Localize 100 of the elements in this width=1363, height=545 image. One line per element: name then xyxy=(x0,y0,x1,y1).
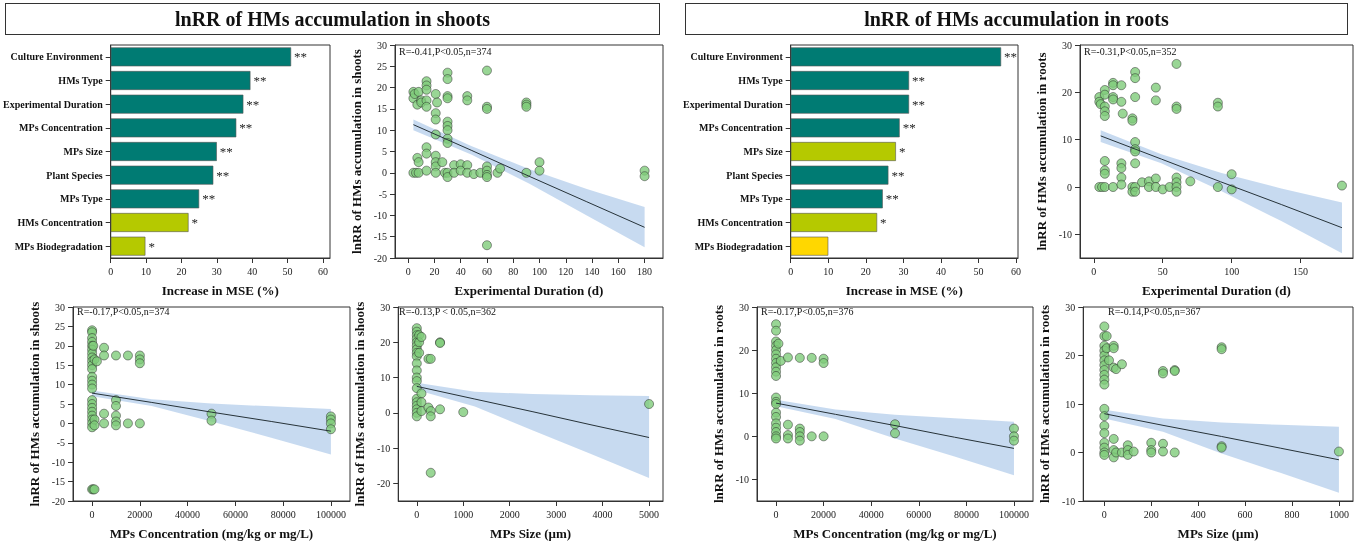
y-tick-label: 15 xyxy=(377,103,387,115)
annotation: R=-0.41,P<0.05,n=374 xyxy=(399,45,492,57)
x-tick-label: 20 xyxy=(429,265,440,277)
y-tick-label: 30 xyxy=(55,301,65,313)
x-tick-label: 1000 xyxy=(453,508,474,520)
data-label: ** xyxy=(912,73,926,88)
y-tick-label: 20 xyxy=(1065,350,1076,361)
data-label: ** xyxy=(239,120,253,136)
x-tick-label: 30 xyxy=(898,265,909,277)
y-tick-label: 0 xyxy=(1070,447,1076,458)
x-tick-label: 40 xyxy=(935,265,946,277)
x-tick-label: 50 xyxy=(973,265,984,277)
y-tick-label: MPs Type xyxy=(740,193,784,205)
data-label: * xyxy=(148,238,155,254)
x-tick-label: 3000 xyxy=(546,508,567,520)
x-tick-label: 10 xyxy=(823,265,834,277)
x-tick-label: 80000 xyxy=(953,508,979,520)
x-tick-label: 120 xyxy=(558,265,574,277)
y-tick-label: -10 xyxy=(376,442,391,454)
x-tick-label: 200 xyxy=(1143,508,1159,520)
data-label: ** xyxy=(1004,49,1018,65)
data-label: * xyxy=(880,215,887,230)
x-tick-label: 20000 xyxy=(811,508,837,520)
y-tick-label: MPs Type xyxy=(60,193,104,205)
x-axis-title: MPs Concentration (mg/kg or mg/L) xyxy=(109,526,314,541)
y-tick-label: -10 xyxy=(373,209,387,221)
x-tick-label: 100000 xyxy=(315,508,346,520)
annotation: R=-0.17,P<0.05,n=374 xyxy=(77,305,170,317)
y-tick-label: 20 xyxy=(380,336,391,348)
x-tick-label: 60000 xyxy=(222,508,248,520)
y-tick-label: HMs Concentration xyxy=(697,217,784,228)
chart-title: lnRR of HMs accumulation in shoots xyxy=(174,7,491,31)
y-axis-title: lnRR of HMs accumulation in shoots xyxy=(352,301,367,507)
data-label: ** xyxy=(885,191,899,207)
y-tick-label: -10 xyxy=(735,473,749,485)
y-tick-label: 0 xyxy=(385,407,391,419)
y-tick-label: 0 xyxy=(382,167,387,179)
x-tick-label: 20 xyxy=(860,265,871,277)
y-tick-label: MPs Concentration xyxy=(699,122,784,134)
x-tick-label: 180 xyxy=(637,265,653,277)
x-tick-label: 20000 xyxy=(127,508,153,520)
x-tick-label: 5000 xyxy=(639,508,660,520)
x-tick-label: 50 xyxy=(1157,265,1168,277)
x-tick-label: 0 xyxy=(89,508,95,520)
y-tick-label: Experimental Duration xyxy=(3,98,104,110)
x-tick-label: 50 xyxy=(282,265,293,277)
x-tick-label: 4000 xyxy=(592,508,613,520)
chart-title: lnRR of HMs accumulation in roots xyxy=(864,7,1169,31)
x-tick-label: 30 xyxy=(211,265,222,277)
y-tick-label: 15 xyxy=(55,359,65,371)
y-tick-label: MPs Biodegradation xyxy=(14,240,104,252)
y-tick-label: HMs Concentration xyxy=(17,217,104,228)
y-axis-title: lnRR of HMs accumulation in shoots xyxy=(348,49,364,254)
y-tick-label: MPs Size xyxy=(63,146,104,157)
y-tick-label: 10 xyxy=(377,124,387,136)
y-tick-label: 30 xyxy=(1065,301,1076,313)
annotation: R=-0.14,P<0.05,n=367 xyxy=(1108,305,1201,317)
data-label: ** xyxy=(202,191,216,207)
data-label: * xyxy=(191,215,199,230)
x-tick-label: 60 xyxy=(481,265,492,277)
x-tick-label: 1000 xyxy=(1328,508,1349,520)
y-tick-label: 30 xyxy=(377,39,387,51)
y-tick-label: 10 xyxy=(55,379,65,391)
y-tick-label: -20 xyxy=(373,252,387,264)
x-tick-label: 100 xyxy=(532,265,548,277)
x-tick-label: 160 xyxy=(610,265,626,277)
x-tick-label: 20 xyxy=(176,265,187,277)
y-tick-label: -5 xyxy=(378,188,387,200)
y-tick-label: MPs Concentration xyxy=(19,122,104,134)
x-axis-title: MPs Size (μm) xyxy=(490,526,572,541)
y-tick-label: 5 xyxy=(60,398,65,410)
x-tick-label: 800 xyxy=(1284,508,1300,520)
annotation: R=-0.17,P<0.05,n=376 xyxy=(761,305,854,317)
y-tick-label: -20 xyxy=(376,477,391,489)
y-tick-label: Plant Species xyxy=(726,169,783,181)
x-tick-label: 10 xyxy=(141,265,152,277)
x-axis-title: Increase in MSE (%) xyxy=(161,283,279,298)
y-tick-label: 10 xyxy=(739,387,749,399)
annotation: R=-0.13,P < 0.05,n=362 xyxy=(399,305,497,317)
y-tick-label: Culture Environment xyxy=(690,51,784,63)
x-tick-label: 600 xyxy=(1237,508,1253,520)
x-tick-label: 100 xyxy=(1224,265,1240,277)
y-tick-label: -20 xyxy=(51,495,65,507)
y-tick-label: 0 xyxy=(744,430,749,442)
y-tick-label: -10 xyxy=(51,456,65,468)
y-tick-label: 10 xyxy=(1062,134,1072,146)
x-axis-title: MPs Size (μm) xyxy=(1177,526,1259,541)
x-tick-label: 60000 xyxy=(906,508,932,520)
x-tick-label: 40000 xyxy=(858,508,884,520)
y-tick-label: 5 xyxy=(382,146,387,157)
x-tick-label: 0 xyxy=(405,265,411,277)
y-tick-label: 20 xyxy=(377,82,387,94)
y-tick-label: 10 xyxy=(380,372,391,384)
x-axis-title: MPs Concentration (mg/kg or mg/L) xyxy=(793,526,997,541)
y-tick-label: 20 xyxy=(55,340,65,352)
y-axis-title: lnRR of HMs accumulation in roots xyxy=(1037,304,1052,504)
y-tick-label: 30 xyxy=(1062,39,1072,51)
annotation: R=-0.31,P<0.05,n=352 xyxy=(1084,45,1177,57)
x-tick-label: 0 xyxy=(108,265,114,277)
x-tick-label: 400 xyxy=(1190,508,1206,520)
